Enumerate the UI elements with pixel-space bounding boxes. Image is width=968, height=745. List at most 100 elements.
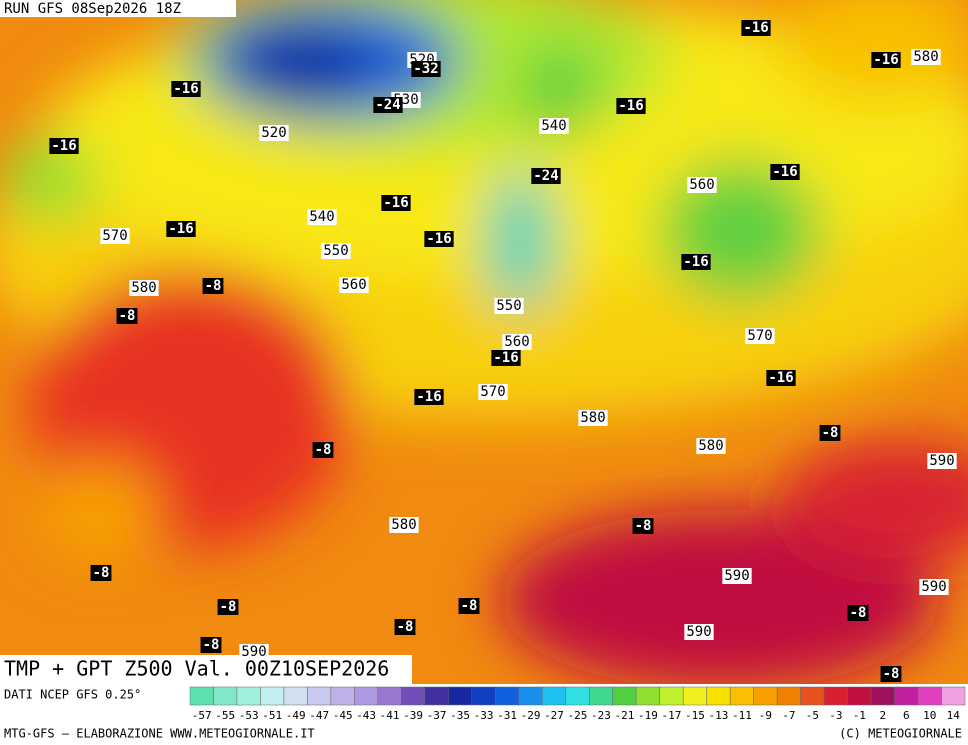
colorbar-label: -49	[286, 709, 306, 722]
colorbar-label: -55	[215, 709, 235, 722]
height-label-box	[696, 438, 726, 454]
colorbar-label: -17	[662, 709, 682, 722]
colorbar-label: 10	[923, 709, 936, 722]
credit-label: MTG-GFS – ELABORAZIONE WWW.METEOGIORNALE…	[4, 727, 315, 741]
product-label: TMP + GPT Z500 Val. 00Z10SEP2026	[4, 657, 389, 681]
colorbar-label: 2	[879, 709, 886, 722]
colorbar-swatch	[635, 686, 660, 706]
height-label: 560	[341, 277, 366, 293]
colorbar-label: -29	[521, 709, 541, 722]
temperature-label: -16	[173, 81, 198, 97]
temperature-label-box	[531, 168, 561, 184]
temperature-label-box	[847, 605, 869, 621]
height-label-box	[389, 517, 419, 533]
temperature-label-box	[880, 666, 902, 682]
temperature-label: -8	[93, 565, 110, 581]
temperature-label-box	[458, 598, 480, 614]
colorbar-label: -41	[380, 709, 400, 722]
colorbar-swatch	[283, 686, 308, 706]
temperature-label-box	[424, 231, 454, 247]
height-label-box	[578, 410, 608, 426]
colorbar-swatch	[542, 686, 567, 706]
temperature-label-box	[166, 221, 196, 237]
colorbar-swatch	[424, 686, 449, 706]
temperature-label-box	[200, 637, 222, 653]
temperature-label-box	[681, 254, 711, 270]
colorbar-label: -37	[427, 709, 447, 722]
header-box	[0, 0, 236, 17]
height-label-box	[339, 277, 369, 293]
colorbar-swatch	[612, 686, 637, 706]
height-label: 560	[504, 334, 529, 350]
colorbar-label: -13	[708, 709, 728, 722]
colorbar-swatch	[236, 686, 261, 706]
height-label: 550	[496, 298, 521, 314]
temperature-label: -8	[397, 619, 414, 635]
temperature-label: -16	[772, 164, 797, 180]
colorbar-label: -7	[782, 709, 795, 722]
height-label: 590	[724, 568, 749, 584]
source-label: DATI NCEP GFS 0.25°	[4, 688, 141, 702]
temperature-label-box	[414, 389, 444, 405]
height-label-box	[919, 579, 949, 595]
colorbar-swatch	[448, 686, 473, 706]
temperature-label: -8	[119, 308, 136, 324]
height-label: 550	[323, 243, 348, 259]
temperature-label-box	[411, 61, 441, 77]
temperature-label: -16	[683, 254, 708, 270]
temperature-label: -16	[426, 231, 451, 247]
colorbar-swatch	[729, 686, 754, 706]
height-label-box	[100, 228, 130, 244]
height-label: 590	[921, 579, 946, 595]
colorbar-label: -1	[853, 709, 866, 722]
height-label: 580	[580, 410, 605, 426]
colorbar-swatch	[377, 686, 402, 706]
temperature-label-box	[381, 195, 411, 211]
colorbar-label: 14	[947, 709, 961, 722]
colorbar-swatch	[307, 686, 332, 706]
colorbar-swatch	[354, 686, 379, 706]
colorbar-label: -39	[403, 709, 423, 722]
temperature-label-box	[741, 20, 771, 36]
height-label: 560	[689, 177, 714, 193]
temperature-label: -8	[220, 599, 237, 615]
colorbar-swatch	[823, 686, 848, 706]
temperature-label: -32	[413, 61, 438, 77]
copyright-label: (C) METEOGIORNALE	[839, 727, 962, 741]
temperature-label: -8	[822, 425, 839, 441]
colorbar-swatch	[401, 686, 426, 706]
colorbar-swatch	[682, 686, 707, 706]
colorbar-label: -23	[591, 709, 611, 722]
temperature-label: -8	[635, 518, 652, 534]
colorbar-swatch	[753, 686, 778, 706]
temperature-label: -8	[461, 598, 478, 614]
height-label: 570	[102, 228, 127, 244]
colorbar-swatch	[706, 686, 731, 706]
colorbar-swatch	[941, 686, 966, 706]
colorbar-label: -51	[262, 709, 282, 722]
colorbar-swatch	[847, 686, 872, 706]
temperature-label: -8	[850, 605, 867, 621]
colorbar-label: -47	[309, 709, 329, 722]
height-label-box	[259, 125, 289, 141]
temperature-label-box	[491, 350, 521, 366]
colorbar-swatch	[659, 686, 684, 706]
colorbar-label: -43	[356, 709, 376, 722]
height-label-box	[745, 328, 775, 344]
temperature-label-box	[373, 97, 403, 113]
height-label: 590	[929, 453, 954, 469]
height-label-box	[321, 243, 351, 259]
colorbar-label: -45	[333, 709, 353, 722]
colorbar-swatch	[330, 686, 355, 706]
colorbar-label: -25	[568, 709, 588, 722]
colorbar-label: -57	[192, 709, 212, 722]
colorbar-label: -11	[732, 709, 752, 722]
height-label-box	[687, 177, 717, 193]
height-label-box	[494, 298, 524, 314]
height-label: 590	[241, 644, 266, 660]
height-label-box	[539, 118, 569, 134]
height-label: 580	[913, 49, 938, 65]
temperature-label-box	[116, 308, 138, 324]
temperature-label: -8	[315, 442, 332, 458]
height-label-box	[911, 49, 941, 65]
